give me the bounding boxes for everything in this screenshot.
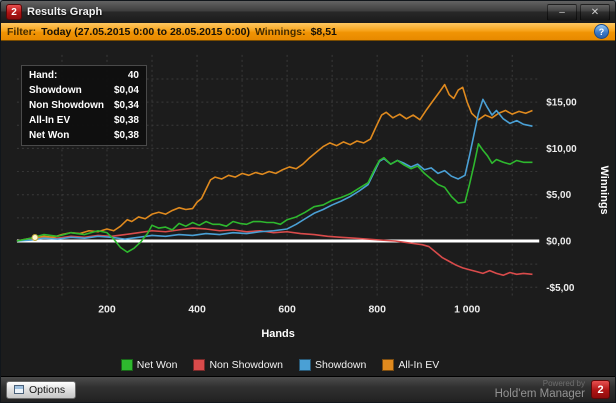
options-button[interactable]: Options	[6, 380, 77, 399]
x-tick-label: 800	[368, 304, 386, 315]
winnings-label: Winnings:	[254, 25, 306, 38]
series-line-net-won	[16, 142, 533, 253]
series-line-non-showdown	[16, 227, 533, 276]
titlebar[interactable]: 2 Results Graph – ✕	[1, 1, 615, 23]
hm2-logo-icon: 2	[6, 4, 22, 20]
hover-marker-dot	[31, 234, 39, 242]
tooltip-value: $0,38	[113, 130, 139, 141]
filter-bar: Filter: Today (27.05.2015 0:00 to 28.05.…	[1, 23, 615, 41]
tooltip-label: Showdown	[29, 85, 82, 96]
y-tick-label: $15,00	[546, 98, 577, 109]
tooltip-row: All-In EV $0,38	[22, 113, 146, 128]
chart-area[interactable]: $15,00 $10,00 $5,00 $0,00 -$5,00 200 400 600 800…	[1, 41, 615, 376]
legend-item-non-showdown[interactable]: Non Showdown	[193, 359, 283, 371]
powered-by-text-block: Powered by Hold'em Manager	[495, 379, 585, 400]
tooltip-row: Non Showdown $0,34	[22, 98, 146, 113]
results-chart[interactable]: $15,00 $10,00 $5,00 $0,00 -$5,00 200 400 600 800…	[1, 41, 615, 376]
options-icon	[14, 385, 24, 394]
x-tick-label: 600	[278, 304, 296, 315]
tooltip-value: $0,04	[113, 85, 139, 96]
y-tick-label: $0,00	[546, 236, 571, 247]
tooltip-label: Non Showdown	[29, 100, 104, 111]
winnings-value: $8,51	[310, 25, 337, 38]
x-tick-label: 200	[98, 304, 116, 315]
filter-label: Filter:	[7, 25, 37, 38]
tooltip-row: Hand: 40	[22, 68, 146, 83]
window-title: Results Graph	[27, 6, 103, 18]
filter-value-link[interactable]: Today (27.05.2015 0:00 to 28.05.2015 0:0…	[41, 25, 250, 38]
series-line-all-in-ev	[16, 83, 533, 242]
x-tick-label: 1 000	[454, 304, 480, 315]
chart-legend: Net Won Non Showdown Showdown All-In EV	[1, 359, 559, 371]
powered-by-text: Powered by	[542, 379, 585, 388]
tooltip-label: Net Won	[29, 130, 70, 141]
status-bar: Options Powered by Hold'em Manager 2	[1, 376, 615, 402]
tooltip-label: All-In EV	[29, 115, 71, 126]
legend-label: All-In EV	[398, 359, 440, 371]
tooltip-value: $0,38	[113, 115, 139, 126]
y-axis-title: Winnings	[598, 166, 610, 215]
legend-item-all-in-ev[interactable]: All-In EV	[382, 359, 439, 371]
y-tick-label: -$5,00	[546, 283, 575, 294]
x-axis-title: Hands	[261, 328, 294, 340]
legend-item-net-won[interactable]: Net Won	[120, 359, 178, 371]
legend-item-showdown[interactable]: Showdown	[298, 359, 367, 371]
legend-label: Showdown	[314, 359, 367, 371]
tooltip-value: 40	[127, 70, 139, 81]
tooltip-value: $0,34	[113, 100, 139, 111]
legend-swatch-icon	[298, 359, 311, 371]
tooltip-label: Hand:	[29, 70, 58, 81]
powered-by: Powered by Hold'em Manager 2	[495, 379, 610, 400]
y-tick-label: $10,00	[546, 144, 577, 155]
legend-label: Non Showdown	[209, 359, 283, 371]
chart-tooltip: Hand: 40 Showdown $0,04 Non Showdown $0,…	[21, 65, 147, 146]
hm2-footer-logo-icon: 2	[591, 380, 610, 399]
brand-name: Hold'em Manager	[494, 388, 585, 400]
y-tick-label: $5,00	[546, 190, 571, 201]
legend-swatch-icon	[382, 359, 395, 371]
legend-label: Net Won	[136, 359, 178, 371]
legend-swatch-icon	[193, 359, 206, 371]
options-label: Options	[29, 383, 66, 396]
legend-swatch-icon	[120, 359, 133, 371]
help-icon[interactable]: ?	[594, 24, 609, 39]
window-controls: – ✕	[547, 3, 610, 21]
minimize-button[interactable]: –	[547, 3, 577, 21]
tooltip-row: Showdown $0,04	[22, 83, 146, 98]
tooltip-row: Net Won $0,38	[22, 128, 146, 143]
close-button[interactable]: ✕	[580, 3, 610, 21]
series-line-showdown	[16, 98, 533, 242]
x-tick-label: 400	[188, 304, 206, 315]
